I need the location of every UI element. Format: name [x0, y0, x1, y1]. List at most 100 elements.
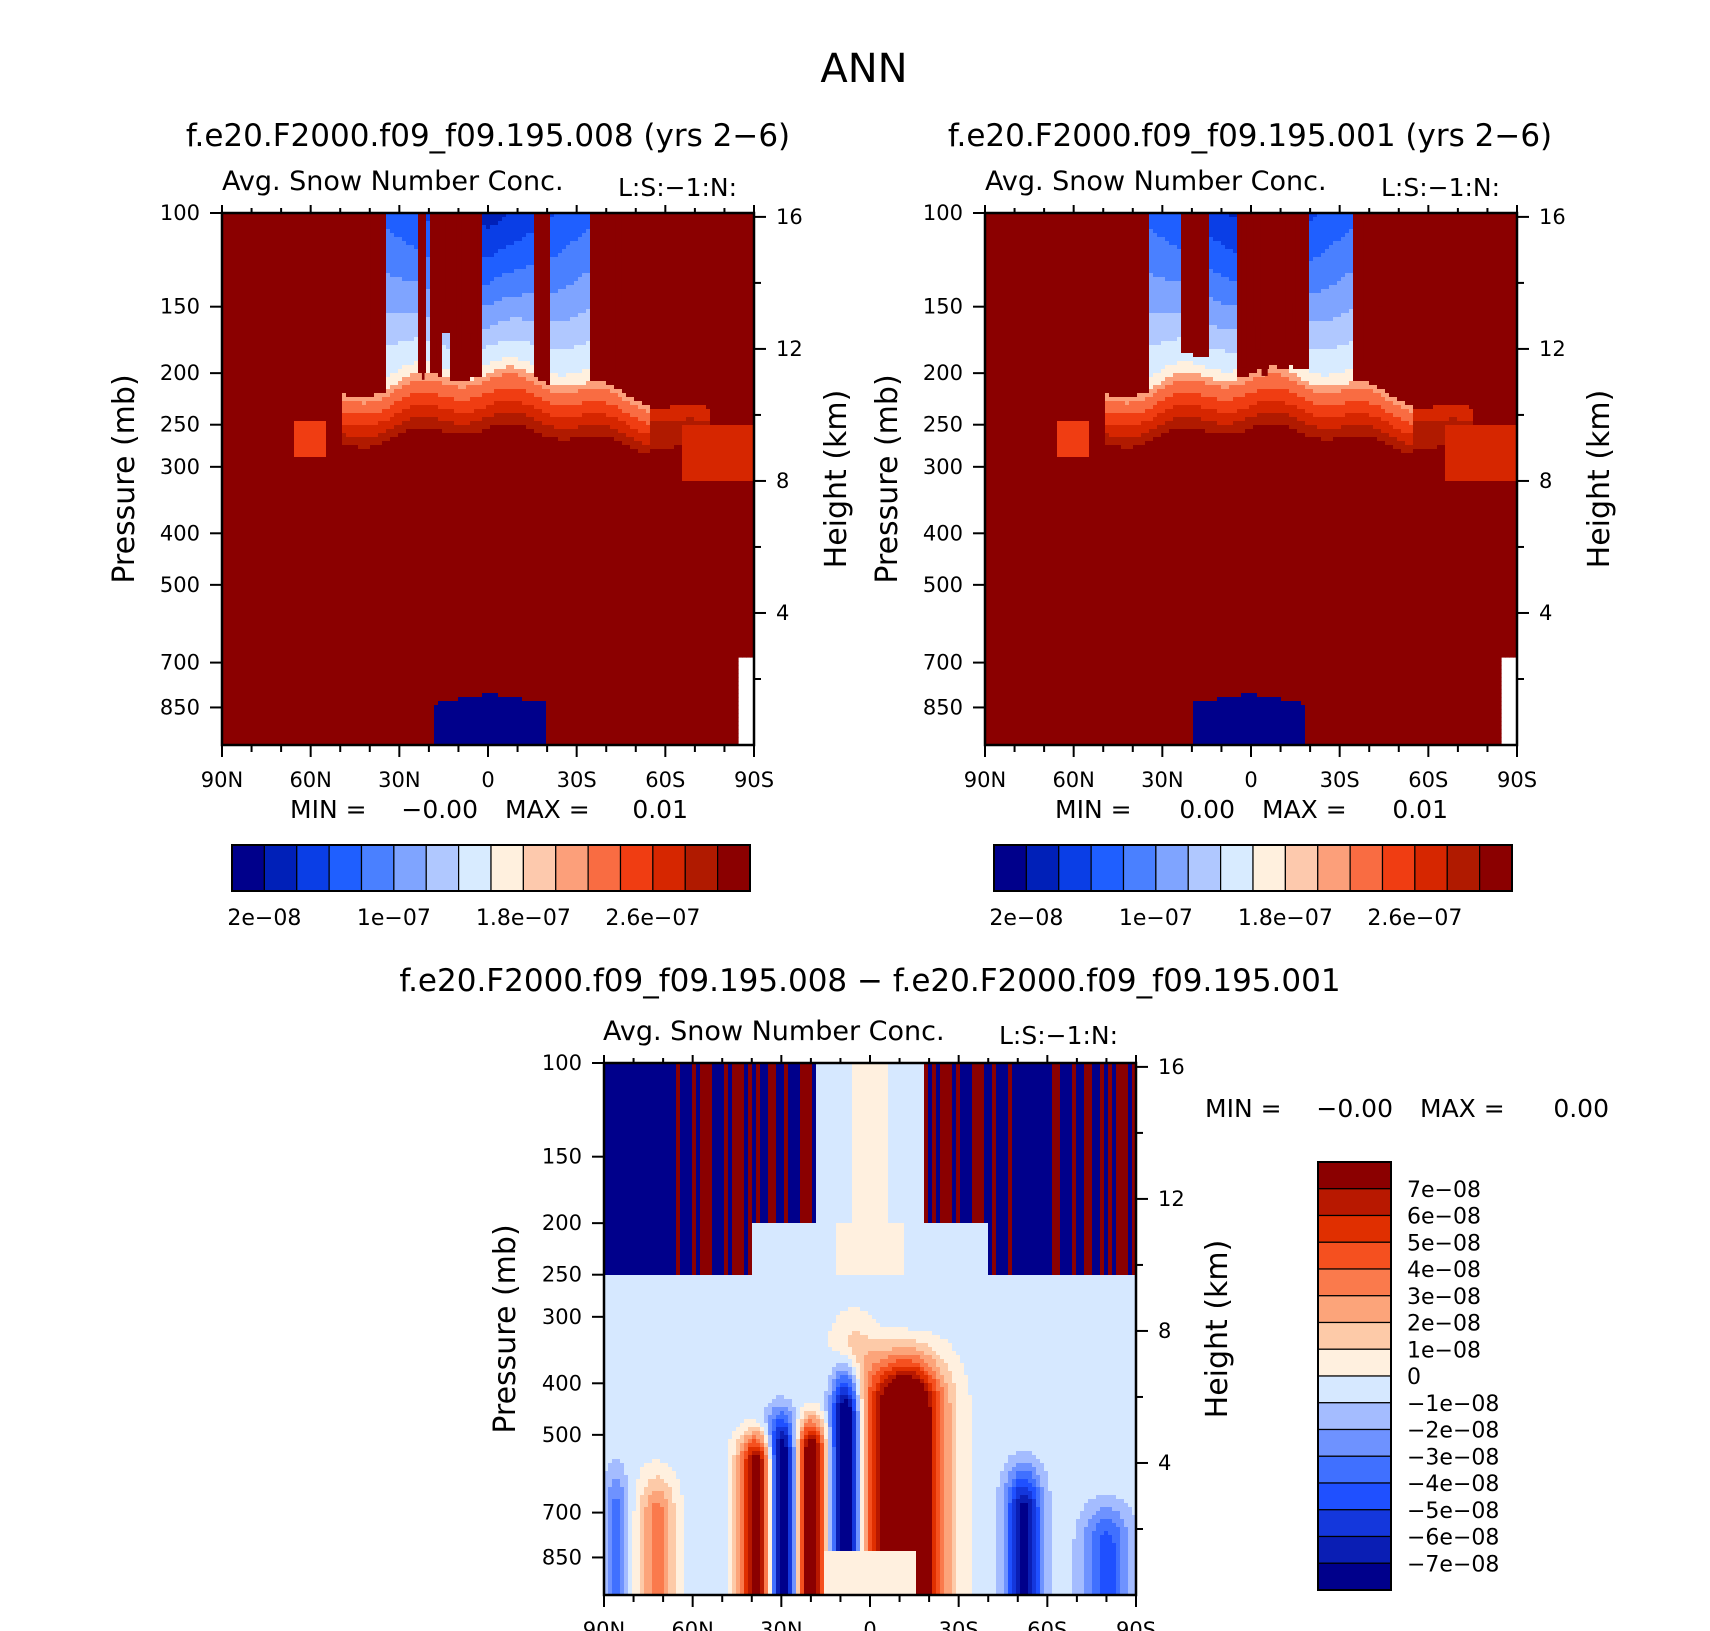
field-cell [334, 281, 339, 286]
field-cell [270, 325, 275, 330]
field-cell [446, 361, 451, 366]
field-cell [746, 261, 751, 266]
field-cell [226, 253, 231, 258]
field-cell [682, 285, 687, 290]
field-cell [606, 333, 611, 338]
field-cell [734, 309, 739, 314]
field-cell [630, 321, 635, 326]
field-cell [230, 325, 235, 330]
field-cell [394, 317, 399, 322]
field-cell [594, 333, 599, 338]
field-cell [290, 289, 295, 294]
field-cell [674, 273, 679, 278]
field-cell [702, 217, 707, 222]
field-cell [414, 249, 419, 254]
field-cell [374, 341, 379, 346]
field-cell [266, 341, 271, 346]
field-cell [318, 353, 323, 358]
field-cell [686, 321, 691, 326]
field-cell [594, 313, 599, 318]
field-cell [222, 309, 227, 314]
field-cell [730, 229, 735, 234]
field-cell [690, 237, 695, 242]
field-cell [478, 353, 483, 358]
field-cell [378, 353, 383, 358]
field-cell [250, 237, 255, 242]
field-cell [610, 229, 615, 234]
field-cell [690, 329, 695, 334]
field-cell [254, 261, 259, 266]
field-cell [498, 213, 503, 218]
field-cell [266, 305, 271, 310]
field-cell [590, 305, 595, 310]
field-cell [338, 213, 343, 218]
field-cell [366, 345, 371, 350]
field-cell [638, 273, 643, 278]
field-cell [254, 297, 259, 302]
field-cell [574, 337, 579, 342]
field-cell [482, 305, 487, 310]
field-cell [318, 273, 323, 278]
field-cell [410, 321, 415, 326]
field-cell [526, 269, 531, 274]
field-cell [746, 305, 751, 310]
field-cell [514, 309, 519, 314]
field-cell [350, 221, 355, 226]
field-cell [518, 253, 523, 258]
field-cell [302, 277, 307, 282]
field-cell [362, 353, 367, 358]
field-cell [686, 281, 691, 286]
field-cell [706, 337, 711, 342]
field-cell [518, 261, 523, 266]
field-cell [734, 221, 739, 226]
field-cell [666, 349, 671, 354]
field-cell [622, 285, 627, 290]
field-cell [310, 325, 315, 330]
field-cell [634, 261, 639, 266]
field-cell [446, 285, 451, 290]
field-cell [242, 357, 247, 362]
field-cell [518, 273, 523, 278]
field-cell [350, 257, 355, 262]
field-cell [566, 297, 571, 302]
field-cell [270, 361, 275, 366]
field-cell [394, 349, 399, 354]
field-cell [374, 261, 379, 266]
field-cell [542, 353, 547, 358]
field-cell [322, 317, 327, 322]
field-cell [226, 305, 231, 310]
field-cell [626, 269, 631, 274]
field-cell [418, 241, 423, 246]
field-cell [698, 329, 703, 334]
field-cell [506, 281, 511, 286]
field-cell [606, 233, 611, 238]
field-cell [570, 273, 575, 278]
field-cell [602, 245, 607, 250]
field-cell [230, 221, 235, 226]
field-cell [342, 253, 347, 258]
field-cell [286, 241, 291, 246]
field-cell [354, 333, 359, 338]
field-cell [526, 253, 531, 258]
field-cell [718, 217, 723, 222]
field-cell [742, 297, 747, 302]
field-cell [262, 293, 267, 298]
field-cell [738, 353, 743, 358]
field-cell [586, 285, 591, 290]
field-cell [402, 313, 407, 318]
field-cell [610, 329, 615, 334]
field-cell [626, 277, 631, 282]
field-cell [518, 305, 523, 310]
field-cell [222, 313, 227, 318]
field-cell [634, 321, 639, 326]
field-cell [498, 345, 503, 350]
field-cell [262, 273, 267, 278]
field-cell [374, 349, 379, 354]
field-cell [526, 221, 531, 226]
field-cell [578, 329, 583, 334]
field-cell [490, 269, 495, 274]
field-cell [490, 337, 495, 342]
field-cell [330, 257, 335, 262]
field-cell [650, 321, 655, 326]
